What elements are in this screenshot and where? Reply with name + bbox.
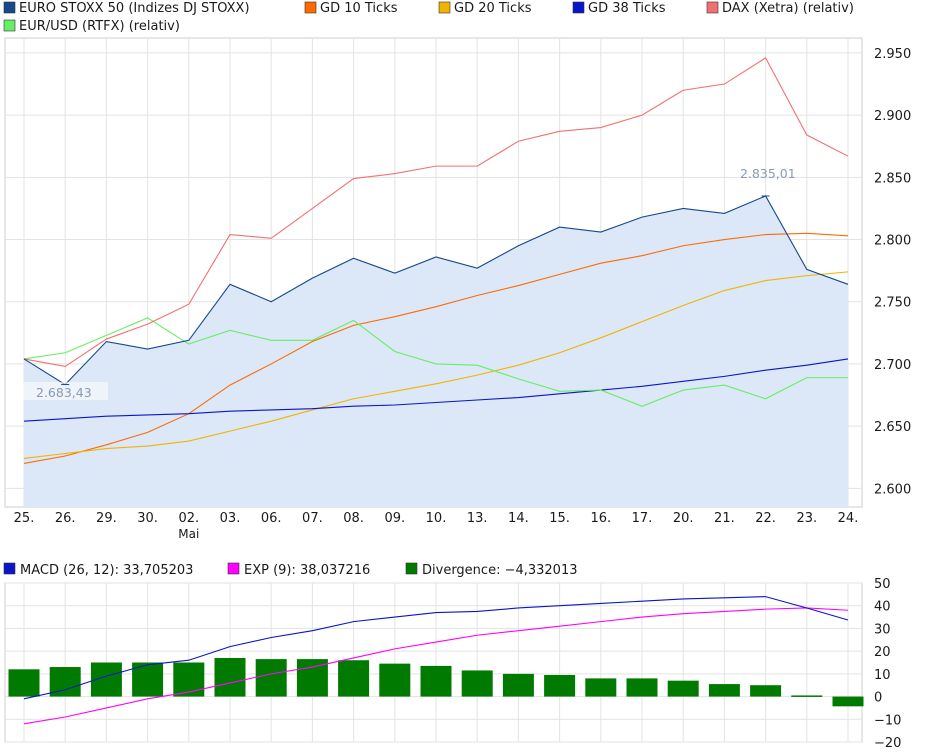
macd-legend-label: Divergence: −4,332013 xyxy=(422,563,578,578)
divergence-bar xyxy=(708,684,740,697)
macd-series-line-1 xyxy=(23,607,849,725)
low-annotation: 2.683,43 xyxy=(36,385,92,400)
divergence-bar xyxy=(544,674,576,697)
high-annotation: 2.835,01 xyxy=(740,166,796,181)
legend-label: EUR/USD (RTFX) (relativ) xyxy=(19,19,180,34)
x-month-label: Mai xyxy=(178,527,199,541)
divergence-bar xyxy=(585,678,617,697)
divergence-bar xyxy=(626,678,658,697)
macd-y-tick-label: 0 xyxy=(874,691,882,706)
x-tick-label: 23. xyxy=(796,511,817,526)
series-area-euro-stoxx xyxy=(24,195,848,507)
y-tick-label: 2.900 xyxy=(874,109,911,124)
macd-legend-swatch xyxy=(3,562,16,575)
divergence-bar xyxy=(461,670,493,697)
legend-swatch xyxy=(304,1,317,14)
legend-label: DAX (Xetra) (relativ) xyxy=(722,1,854,16)
legend-swatch xyxy=(3,1,16,14)
x-tick-label: 14. xyxy=(508,511,529,526)
x-tick-label: 16. xyxy=(590,511,611,526)
legend-swatch xyxy=(572,1,585,14)
divergence-bar xyxy=(791,695,823,697)
x-tick-label: 13. xyxy=(467,511,488,526)
series-line-2 xyxy=(23,271,849,460)
x-tick-label: 03. xyxy=(220,511,241,526)
x-tick-label: 06. xyxy=(261,511,282,526)
macd-y-tick-label: 20 xyxy=(874,645,891,660)
x-tick-label: 17. xyxy=(632,511,653,526)
y-tick-label: 2.700 xyxy=(874,358,911,373)
legend-swatch xyxy=(3,19,16,32)
low-annotation-box xyxy=(22,382,108,400)
divergence-bar xyxy=(255,659,287,697)
legend-swatch xyxy=(438,1,451,14)
x-tick-label: 08. xyxy=(343,511,364,526)
series-line-0 xyxy=(23,195,849,386)
series-line-4 xyxy=(23,57,849,368)
legend-swatch xyxy=(706,1,719,14)
divergence-bar xyxy=(338,660,370,697)
series-line-5 xyxy=(23,317,848,407)
legend-label: EURO STOXX 50 (Indizes DJ STOXX) xyxy=(19,1,250,16)
y-tick-label: 2.800 xyxy=(874,234,911,249)
legend-label: GD 38 Ticks xyxy=(588,1,666,16)
x-tick-label: 26. xyxy=(55,511,76,526)
divergence-bar xyxy=(750,685,782,697)
y-tick-label: 2.650 xyxy=(874,420,911,435)
x-tick-label: 22. xyxy=(755,511,776,526)
y-tick-label: 2.600 xyxy=(874,482,911,497)
x-tick-label: 20. xyxy=(673,511,694,526)
divergence-bar xyxy=(502,673,534,697)
divergence-bar xyxy=(214,657,246,697)
macd-legend-label: MACD (26, 12): 33,705203 xyxy=(20,563,193,578)
y-tick-label: 2.750 xyxy=(874,296,911,311)
x-tick-label: 02. xyxy=(178,511,199,526)
x-tick-label: 09. xyxy=(384,511,405,526)
divergence-bar xyxy=(379,663,411,697)
divergence-bar xyxy=(8,669,40,697)
divergence-bar xyxy=(832,696,864,707)
y-tick-label: 2.950 xyxy=(874,47,911,62)
y-tick-label: 2.850 xyxy=(874,171,911,186)
macd-y-tick-label: 50 xyxy=(874,577,891,592)
x-tick-label: 30. xyxy=(137,511,158,526)
divergence-bar xyxy=(420,665,452,697)
macd-y-tick-label: −20 xyxy=(874,736,901,751)
macd-y-tick-label: 40 xyxy=(874,600,891,615)
macd-y-tick-label: −10 xyxy=(874,713,901,728)
x-tick-label: 24. xyxy=(838,511,859,526)
legend-label: GD 10 Ticks xyxy=(320,1,398,16)
macd-legend-swatch xyxy=(405,562,418,575)
x-tick-label: 21. xyxy=(714,511,735,526)
x-tick-label: 15. xyxy=(549,511,570,526)
x-tick-label: 25. xyxy=(14,511,35,526)
legend-label: GD 20 Ticks xyxy=(454,1,532,16)
x-tick-label: 07. xyxy=(302,511,323,526)
divergence-bar xyxy=(667,680,699,697)
macd-legend-label: EXP (9): 38,037216 xyxy=(244,563,370,578)
divergence-bar xyxy=(173,662,205,697)
series-line-1 xyxy=(23,232,849,465)
x-tick-label: 29. xyxy=(96,511,117,526)
x-tick-label: 10. xyxy=(426,511,447,526)
macd-y-tick-label: 30 xyxy=(874,622,891,637)
macd-legend-swatch xyxy=(227,562,240,575)
macd-series-line-0 xyxy=(23,596,849,700)
divergence-bar xyxy=(296,659,328,697)
macd-y-tick-label: 10 xyxy=(874,668,891,683)
series-line-3 xyxy=(23,358,849,422)
